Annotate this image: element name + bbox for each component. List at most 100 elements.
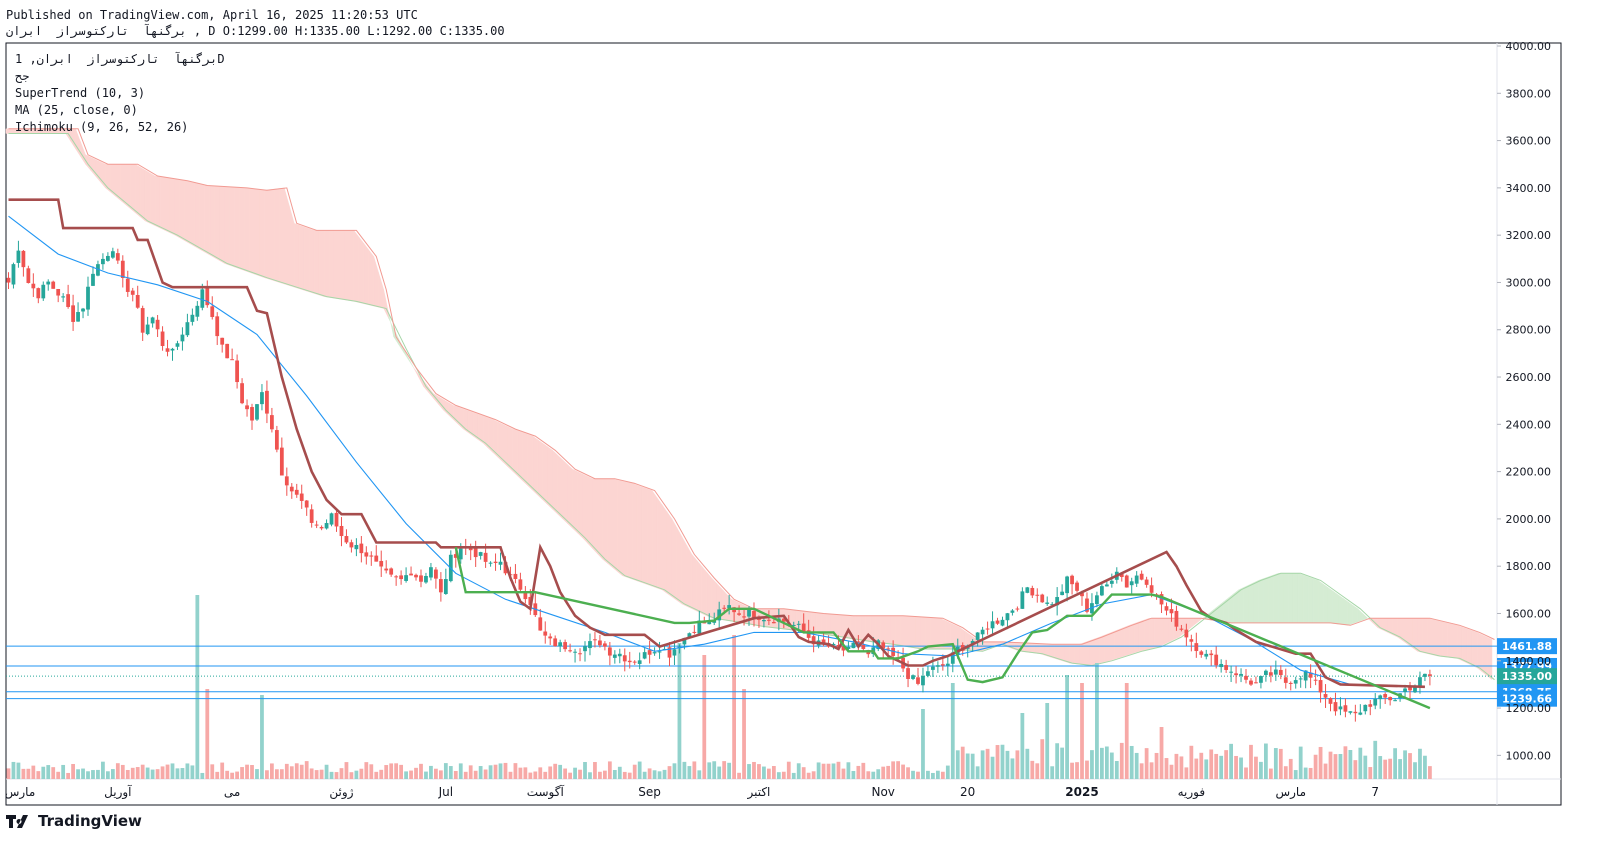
cloud-segment xyxy=(139,166,146,222)
cloud-segment xyxy=(1069,644,1075,664)
volume-bar xyxy=(1313,754,1318,779)
legend-ma[interactable]: MA (25, close, 0) xyxy=(15,103,138,117)
cloud-segment xyxy=(492,419,499,458)
volume-bar xyxy=(31,765,36,779)
cloud-segment xyxy=(1148,618,1155,650)
x-tick-label: 7 xyxy=(1371,785,1379,799)
candle-body xyxy=(1224,665,1229,670)
candle-body xyxy=(255,404,259,420)
level-label: 1239.66 xyxy=(1502,693,1552,706)
candle-body xyxy=(747,609,751,617)
tradingview-logo[interactable]: TradingView xyxy=(6,812,142,830)
volume-bar xyxy=(135,767,140,779)
cloud-segment xyxy=(627,482,633,580)
ohlc-open: 1299.00 xyxy=(237,24,288,38)
cloud-segment xyxy=(815,612,822,635)
volume-bar xyxy=(757,764,761,779)
cloud-segment xyxy=(651,489,658,589)
volume-bar xyxy=(965,753,970,779)
cloud-segment xyxy=(1462,626,1468,664)
volume-bar xyxy=(1234,755,1238,779)
candle-body xyxy=(1308,672,1313,678)
volume-bar xyxy=(1383,759,1388,779)
cloud-segment xyxy=(1278,573,1284,624)
candle-body xyxy=(1169,609,1174,614)
volume-bar xyxy=(493,764,498,779)
candle-body xyxy=(617,653,622,657)
cloud-segment xyxy=(204,185,210,256)
volume-bar xyxy=(851,770,856,779)
x-tick-label: 2025 xyxy=(1065,785,1098,799)
cloud-segment xyxy=(636,484,643,584)
volume-bar xyxy=(1378,756,1383,779)
legend-ichimoku[interactable]: Ichimoku (9, 26, 52, 26) xyxy=(15,120,189,134)
candle-body xyxy=(319,526,324,529)
cloud-segment xyxy=(612,478,618,572)
candle-body xyxy=(970,640,975,645)
candle-body xyxy=(453,554,458,558)
candle-body xyxy=(990,621,995,629)
volume-bar xyxy=(588,772,592,779)
candle-body xyxy=(697,620,702,634)
volume-bar xyxy=(1328,751,1333,779)
candle-body xyxy=(289,486,294,492)
volume-bar xyxy=(473,770,478,779)
candle-body xyxy=(299,493,304,501)
cloud-segment xyxy=(169,178,176,236)
volume-bar xyxy=(811,771,816,779)
volume-bar xyxy=(279,769,284,779)
volume-bar xyxy=(1199,752,1204,779)
candle-body xyxy=(81,308,85,312)
candle-body xyxy=(46,281,51,285)
volume-bar xyxy=(1338,753,1343,779)
volume-bar xyxy=(1333,754,1338,779)
cloud-segment xyxy=(1481,634,1488,677)
candle-body xyxy=(329,513,334,525)
volume-bars xyxy=(6,595,1432,779)
volume-bar xyxy=(578,769,582,779)
ichimoku-span-b xyxy=(8,128,1495,645)
candle-body xyxy=(657,651,662,653)
volume-bar xyxy=(294,763,299,779)
volume-bar xyxy=(1174,753,1179,779)
volume-bar xyxy=(180,768,185,779)
candle-body xyxy=(767,619,771,621)
volume-bar xyxy=(747,764,751,779)
ohlc-high-label: H: xyxy=(295,24,310,38)
candle-body xyxy=(682,637,687,645)
volume-bar xyxy=(1259,761,1263,779)
level-label-bg xyxy=(1497,690,1557,707)
legend-title: برگنهآ تارکتوسراز ابران, 1D xyxy=(15,52,225,66)
candle-body xyxy=(1010,610,1015,613)
candle-body xyxy=(424,575,428,583)
volume-bar xyxy=(1184,767,1189,779)
volume-bar xyxy=(1388,758,1393,779)
candle-body xyxy=(175,343,180,347)
cloud-segment xyxy=(1327,587,1334,624)
y-tick-label: 2800.00 xyxy=(1506,324,1552,337)
candle-body xyxy=(1199,651,1204,655)
cloud-segment xyxy=(537,439,543,501)
volume-bar xyxy=(1303,767,1308,779)
candle-body xyxy=(687,633,692,638)
cloud-segment xyxy=(1362,613,1369,621)
x-tick-label: Sep xyxy=(638,785,661,799)
cloud-segment xyxy=(835,614,842,638)
legend-supertrend[interactable]: SuperTrend (10, 3) xyxy=(15,86,146,100)
cloud-segment xyxy=(363,242,370,306)
volume-bar xyxy=(742,689,746,779)
volume-bar xyxy=(916,771,920,779)
cloud-segment xyxy=(85,154,91,171)
volume-bar xyxy=(1169,764,1174,779)
volume-bar xyxy=(1045,703,1050,779)
volume-bar xyxy=(1254,756,1258,779)
candle-body xyxy=(652,652,657,654)
candle-body xyxy=(1259,676,1263,683)
cloud-segment xyxy=(110,164,116,197)
candle-body xyxy=(737,613,741,615)
candle-body xyxy=(294,489,299,495)
volume-bar xyxy=(985,748,990,779)
cloud-segment xyxy=(622,480,628,578)
y-tick-label: 1000.00 xyxy=(1506,749,1552,762)
